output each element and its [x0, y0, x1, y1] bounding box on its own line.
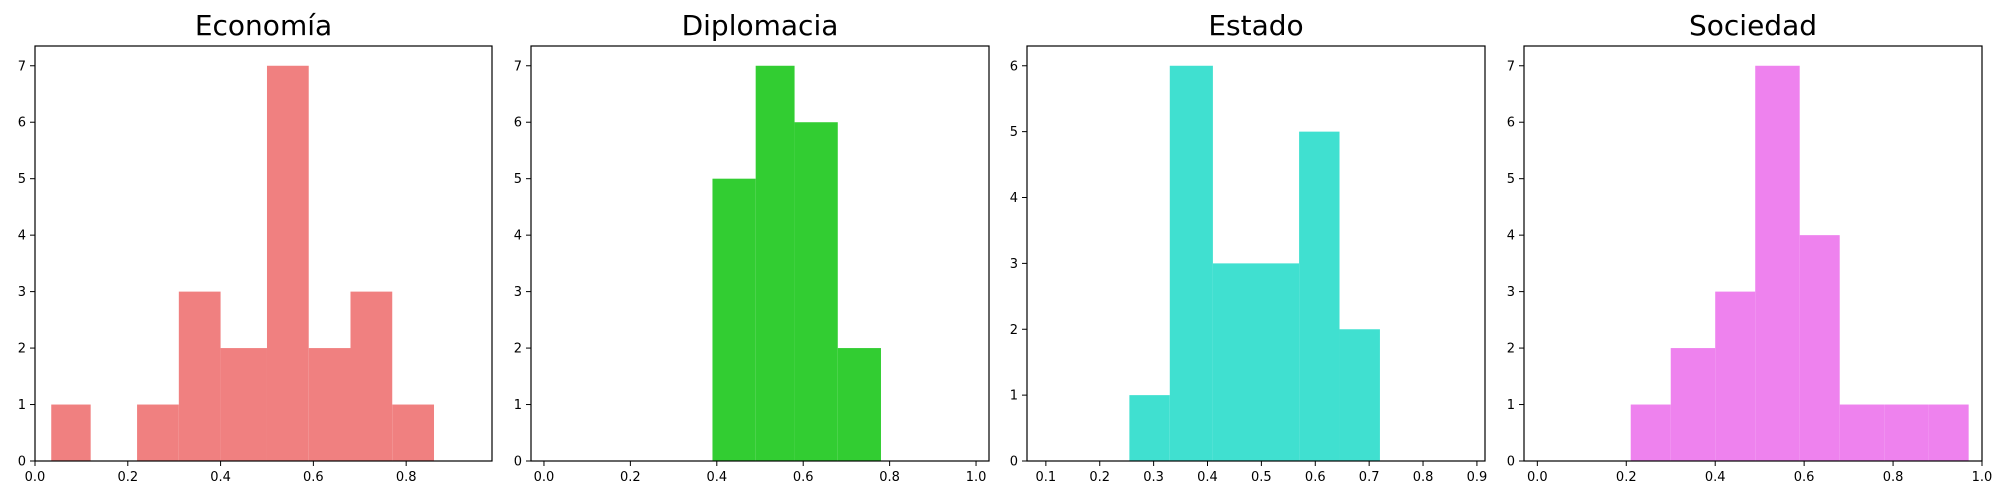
histogram-bar — [392, 404, 435, 461]
y-tick-label: 6 — [1010, 59, 1018, 74]
y-tick-label: 2 — [514, 342, 522, 357]
histogram-bar — [837, 348, 881, 461]
x-tick-label: 0.5 — [1251, 470, 1272, 485]
y-tick-label: 7 — [1507, 59, 1515, 74]
y-tick-label: 5 — [514, 172, 522, 187]
plot-area-frame — [1523, 45, 1983, 462]
x-tick-label: 0.2 — [1616, 470, 1637, 485]
x-tick-label: 0.2 — [117, 470, 138, 485]
chart-title: Diplomacia — [682, 9, 839, 42]
y-tick-label: 3 — [1010, 257, 1018, 272]
x-tick-label: 1.0 — [1972, 470, 1993, 485]
y-tick-label: 4 — [18, 229, 26, 244]
y-tick-label: 3 — [1507, 285, 1515, 300]
chart-panel-4: Sociedad 0.0 0.2 0.4 0.6 0.8 1.0 0 1 2 3 4 5 6 7 — [1507, 9, 1993, 485]
x-tick-label: 0.0 — [1527, 470, 1548, 485]
histogram-bar — [1299, 131, 1340, 461]
histogram-bar — [1256, 263, 1300, 461]
plot-area-frame — [34, 45, 493, 462]
chart-panel-2: Diplomacia 0.0 0.2 0.4 0.6 0.8 1.0 0 1 2 3 4 5 6 7 — [514, 9, 990, 485]
y-tick-label: 7 — [514, 59, 522, 74]
histogram-bar — [220, 348, 267, 461]
x-tick-label: 0.8 — [879, 470, 900, 485]
y-tick-label: 1 — [1010, 389, 1018, 404]
y-tick-label: 2 — [18, 342, 26, 357]
histogram-bar — [178, 291, 221, 461]
histogram-bar — [1928, 404, 1969, 461]
y-tick-label: 5 — [1507, 172, 1515, 187]
histogram-bar — [1670, 348, 1716, 461]
chart-panel-1: Economía 0.0 0.2 0.4 0.6 0.8 0 1 2 3 4 5 6 7 — [18, 9, 493, 485]
chart-title: Estado — [1208, 9, 1303, 42]
histogram-bar — [1129, 395, 1170, 461]
y-tick-label: 4 — [1010, 191, 1018, 206]
x-tick-label: 0.7 — [1359, 470, 1380, 485]
y-tick-label: 4 — [1507, 229, 1515, 244]
y-tick-label: 5 — [1010, 125, 1018, 140]
y-tick-label: 2 — [1507, 342, 1515, 357]
x-tick-label: 0.1 — [1036, 470, 1057, 485]
x-tick-label: 0.6 — [1794, 470, 1815, 485]
histogram-bar — [1799, 235, 1840, 461]
y-tick-label: 0 — [1507, 455, 1515, 470]
y-tick-label: 6 — [514, 116, 522, 131]
x-tick-label: 0.2 — [1089, 470, 1110, 485]
x-tick-label: 0.6 — [793, 470, 814, 485]
y-tick-label: 0 — [514, 455, 522, 470]
histogram-bar — [350, 291, 393, 461]
y-tick-label: 0 — [1010, 455, 1018, 470]
histogram-bar — [1839, 404, 1885, 461]
histogram-bar — [755, 65, 795, 461]
y-tick-label: 5 — [18, 172, 26, 187]
y-tick-label: 2 — [1010, 323, 1018, 338]
histogram-bar — [1630, 404, 1671, 461]
x-tick-label: 0.2 — [620, 470, 641, 485]
chart-title: Sociedad — [1689, 9, 1817, 42]
x-tick-label: 0.0 — [534, 470, 555, 485]
histogram-bar — [266, 65, 309, 461]
histogram-bar — [1212, 263, 1256, 461]
histogram-bar — [712, 178, 756, 461]
histogram-bar — [51, 404, 91, 461]
y-tick-label: 3 — [18, 285, 26, 300]
x-tick-label: 0.4 — [706, 470, 727, 485]
y-tick-label: 1 — [18, 398, 26, 413]
x-tick-label: 0.8 — [1413, 470, 1434, 485]
y-tick-label: 1 — [514, 398, 522, 413]
histogram-bar — [1169, 65, 1213, 461]
histogram-bar — [308, 348, 351, 461]
plot-area-frame — [1026, 45, 1486, 462]
x-tick-label: 0.6 — [1305, 470, 1326, 485]
x-tick-label: 0.0 — [25, 470, 46, 485]
x-tick-label: 0.4 — [1705, 470, 1726, 485]
histogram-bar — [137, 404, 179, 461]
y-tick-label: 6 — [1507, 116, 1515, 131]
x-tick-label: 0.4 — [210, 470, 231, 485]
y-tick-label: 4 — [514, 229, 522, 244]
x-tick-label: 0.8 — [396, 470, 417, 485]
chart-panel-3: Estado 0.1 0.2 0.3 0.4 0.5 0.6 0.7 0.8 0.9 0 1 2 3 4 5 6 — [1010, 9, 1488, 485]
histogram-bar — [1715, 291, 1756, 461]
histogram-bar — [794, 122, 838, 461]
y-tick-label: 6 — [18, 116, 26, 131]
y-tick-label: 3 — [514, 285, 522, 300]
x-tick-label: 0.3 — [1143, 470, 1164, 485]
y-tick-label: 0 — [18, 455, 26, 470]
x-tick-label: 0.6 — [303, 470, 324, 485]
histogram-bar — [1339, 329, 1380, 461]
histogram-bar — [1884, 404, 1929, 461]
x-tick-label: 0.9 — [1467, 470, 1488, 485]
x-tick-label: 0.4 — [1197, 470, 1218, 485]
y-tick-label: 7 — [18, 59, 26, 74]
x-tick-label: 0.8 — [1883, 470, 1904, 485]
histogram-bar — [1755, 65, 1800, 461]
x-tick-label: 1.0 — [966, 470, 987, 485]
y-tick-label: 1 — [1507, 398, 1515, 413]
chart-title: Economía — [195, 9, 332, 42]
plot-area-frame — [530, 45, 990, 462]
